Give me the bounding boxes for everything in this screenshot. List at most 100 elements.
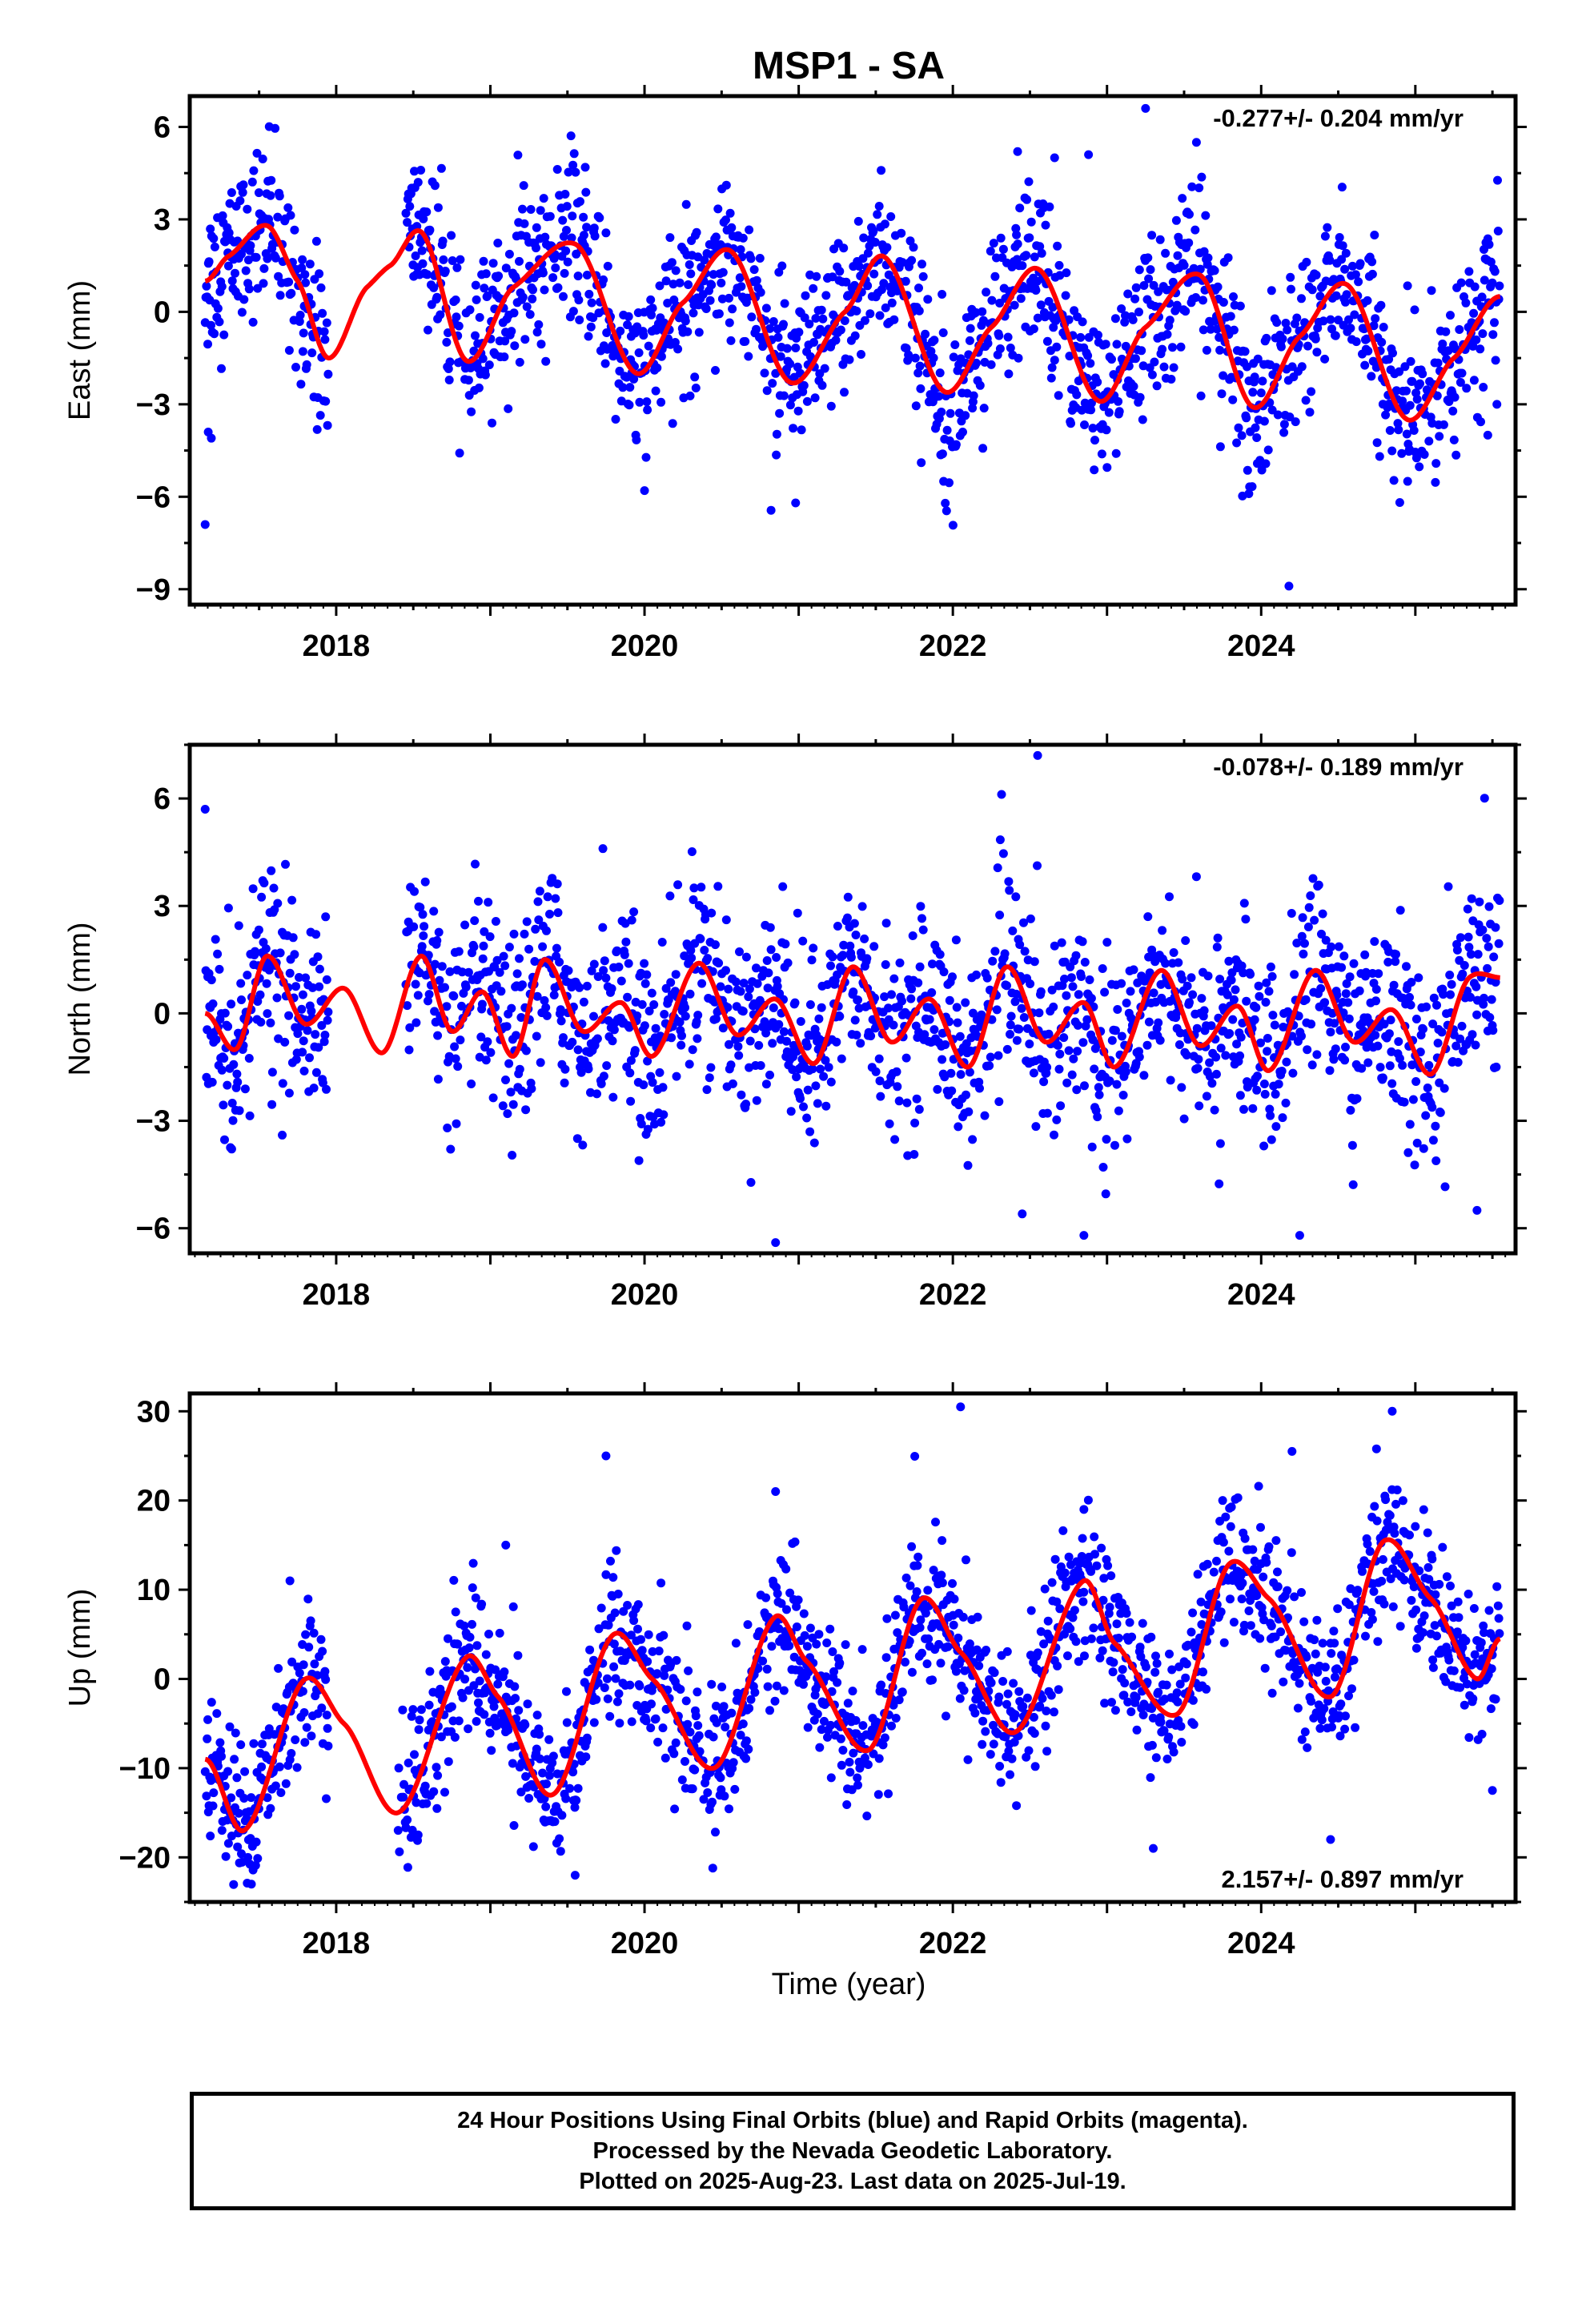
data-point: [1211, 1052, 1221, 1062]
data-point: [1176, 1722, 1186, 1731]
data-point: [1428, 1019, 1438, 1029]
data-point: [1219, 298, 1228, 307]
data-point: [774, 1019, 784, 1029]
data-point: [661, 1753, 670, 1763]
data-point: [1168, 343, 1177, 352]
data-point: [915, 1622, 925, 1632]
data-point: [1360, 360, 1370, 370]
data-point: [856, 1039, 865, 1048]
data-point: [978, 1739, 987, 1749]
data-point: [217, 364, 226, 373]
data-point: [267, 1100, 277, 1109]
y-tick-label: 3: [154, 890, 171, 923]
data-point: [603, 1674, 612, 1683]
data-point: [1185, 210, 1194, 219]
data-point: [442, 1002, 452, 1011]
data-point: [972, 358, 981, 368]
data-point: [219, 1054, 229, 1063]
data-point: [403, 218, 412, 227]
data-point: [769, 1003, 778, 1012]
data-point: [655, 281, 665, 291]
data-point: [912, 1587, 921, 1596]
fit-curve-north: [204, 953, 1501, 1077]
data-point: [821, 1101, 831, 1111]
data-point: [275, 191, 284, 201]
data-point: [267, 1068, 277, 1077]
data-point: [1484, 902, 1494, 911]
data-point: [287, 1657, 297, 1667]
data-point: [648, 1078, 657, 1088]
data-point: [518, 292, 528, 302]
outlier-point: [1079, 1231, 1089, 1240]
data-point: [1429, 993, 1439, 1003]
data-point: [479, 941, 488, 951]
data-point: [819, 1072, 829, 1081]
data-point: [1182, 981, 1192, 991]
data-point: [727, 1708, 737, 1718]
data-point: [1431, 1121, 1440, 1131]
data-point: [1004, 877, 1014, 887]
data-point: [412, 1018, 421, 1027]
data-point: [790, 998, 800, 1007]
data-point: [444, 328, 452, 337]
data-point: [719, 1702, 729, 1711]
data-point: [560, 1064, 570, 1074]
data-point: [743, 1620, 753, 1630]
data-point: [1185, 998, 1194, 1007]
data-point: [845, 1767, 855, 1777]
data-point: [661, 276, 671, 286]
data-point: [1071, 1637, 1081, 1647]
data-point: [931, 1518, 940, 1527]
data-point: [433, 1031, 443, 1040]
data-point: [1019, 918, 1028, 927]
data-point: [432, 1763, 441, 1772]
data-point: [700, 946, 709, 955]
data-point: [1395, 498, 1404, 507]
data-point: [424, 996, 432, 1006]
data-point: [223, 1839, 233, 1848]
data-point: [568, 160, 578, 170]
data-point: [1389, 980, 1399, 990]
data-point: [538, 942, 548, 951]
data-point: [737, 282, 746, 292]
data-point: [1406, 356, 1415, 366]
data-point: [640, 959, 649, 968]
data-point: [1259, 1141, 1269, 1151]
data-point: [846, 952, 856, 962]
data-point: [1089, 1623, 1098, 1633]
outlier-point: [1084, 150, 1094, 159]
data-point: [589, 223, 599, 233]
data-point: [690, 1765, 700, 1775]
data-point: [404, 1758, 413, 1767]
data-point: [436, 310, 445, 320]
data-point: [1195, 1101, 1204, 1111]
outlier-point: [640, 486, 649, 496]
data-point: [1105, 1602, 1114, 1612]
data-point: [217, 1826, 227, 1835]
data-point: [642, 397, 652, 407]
data-point: [1470, 282, 1480, 292]
data-point: [1343, 998, 1353, 1007]
data-point: [917, 259, 926, 269]
data-point: [762, 386, 772, 396]
data-point: [988, 956, 998, 966]
data-point: [316, 1634, 326, 1644]
data-point: [1054, 1685, 1063, 1695]
data-point: [1345, 972, 1355, 982]
data-point: [1267, 405, 1277, 415]
data-point: [301, 278, 311, 287]
data-point: [1375, 1063, 1385, 1072]
data-point: [629, 907, 639, 917]
data-point: [853, 995, 862, 1005]
data-point: [444, 1757, 453, 1767]
data-point: [257, 1739, 267, 1749]
data-point: [1191, 872, 1201, 882]
data-point: [923, 295, 933, 304]
data-point: [854, 262, 864, 271]
data-point: [1215, 345, 1225, 355]
data-point: [212, 1709, 222, 1719]
data-point: [1288, 1068, 1298, 1078]
data-point: [684, 280, 693, 289]
data-point: [254, 188, 263, 198]
data-point: [1046, 373, 1056, 383]
